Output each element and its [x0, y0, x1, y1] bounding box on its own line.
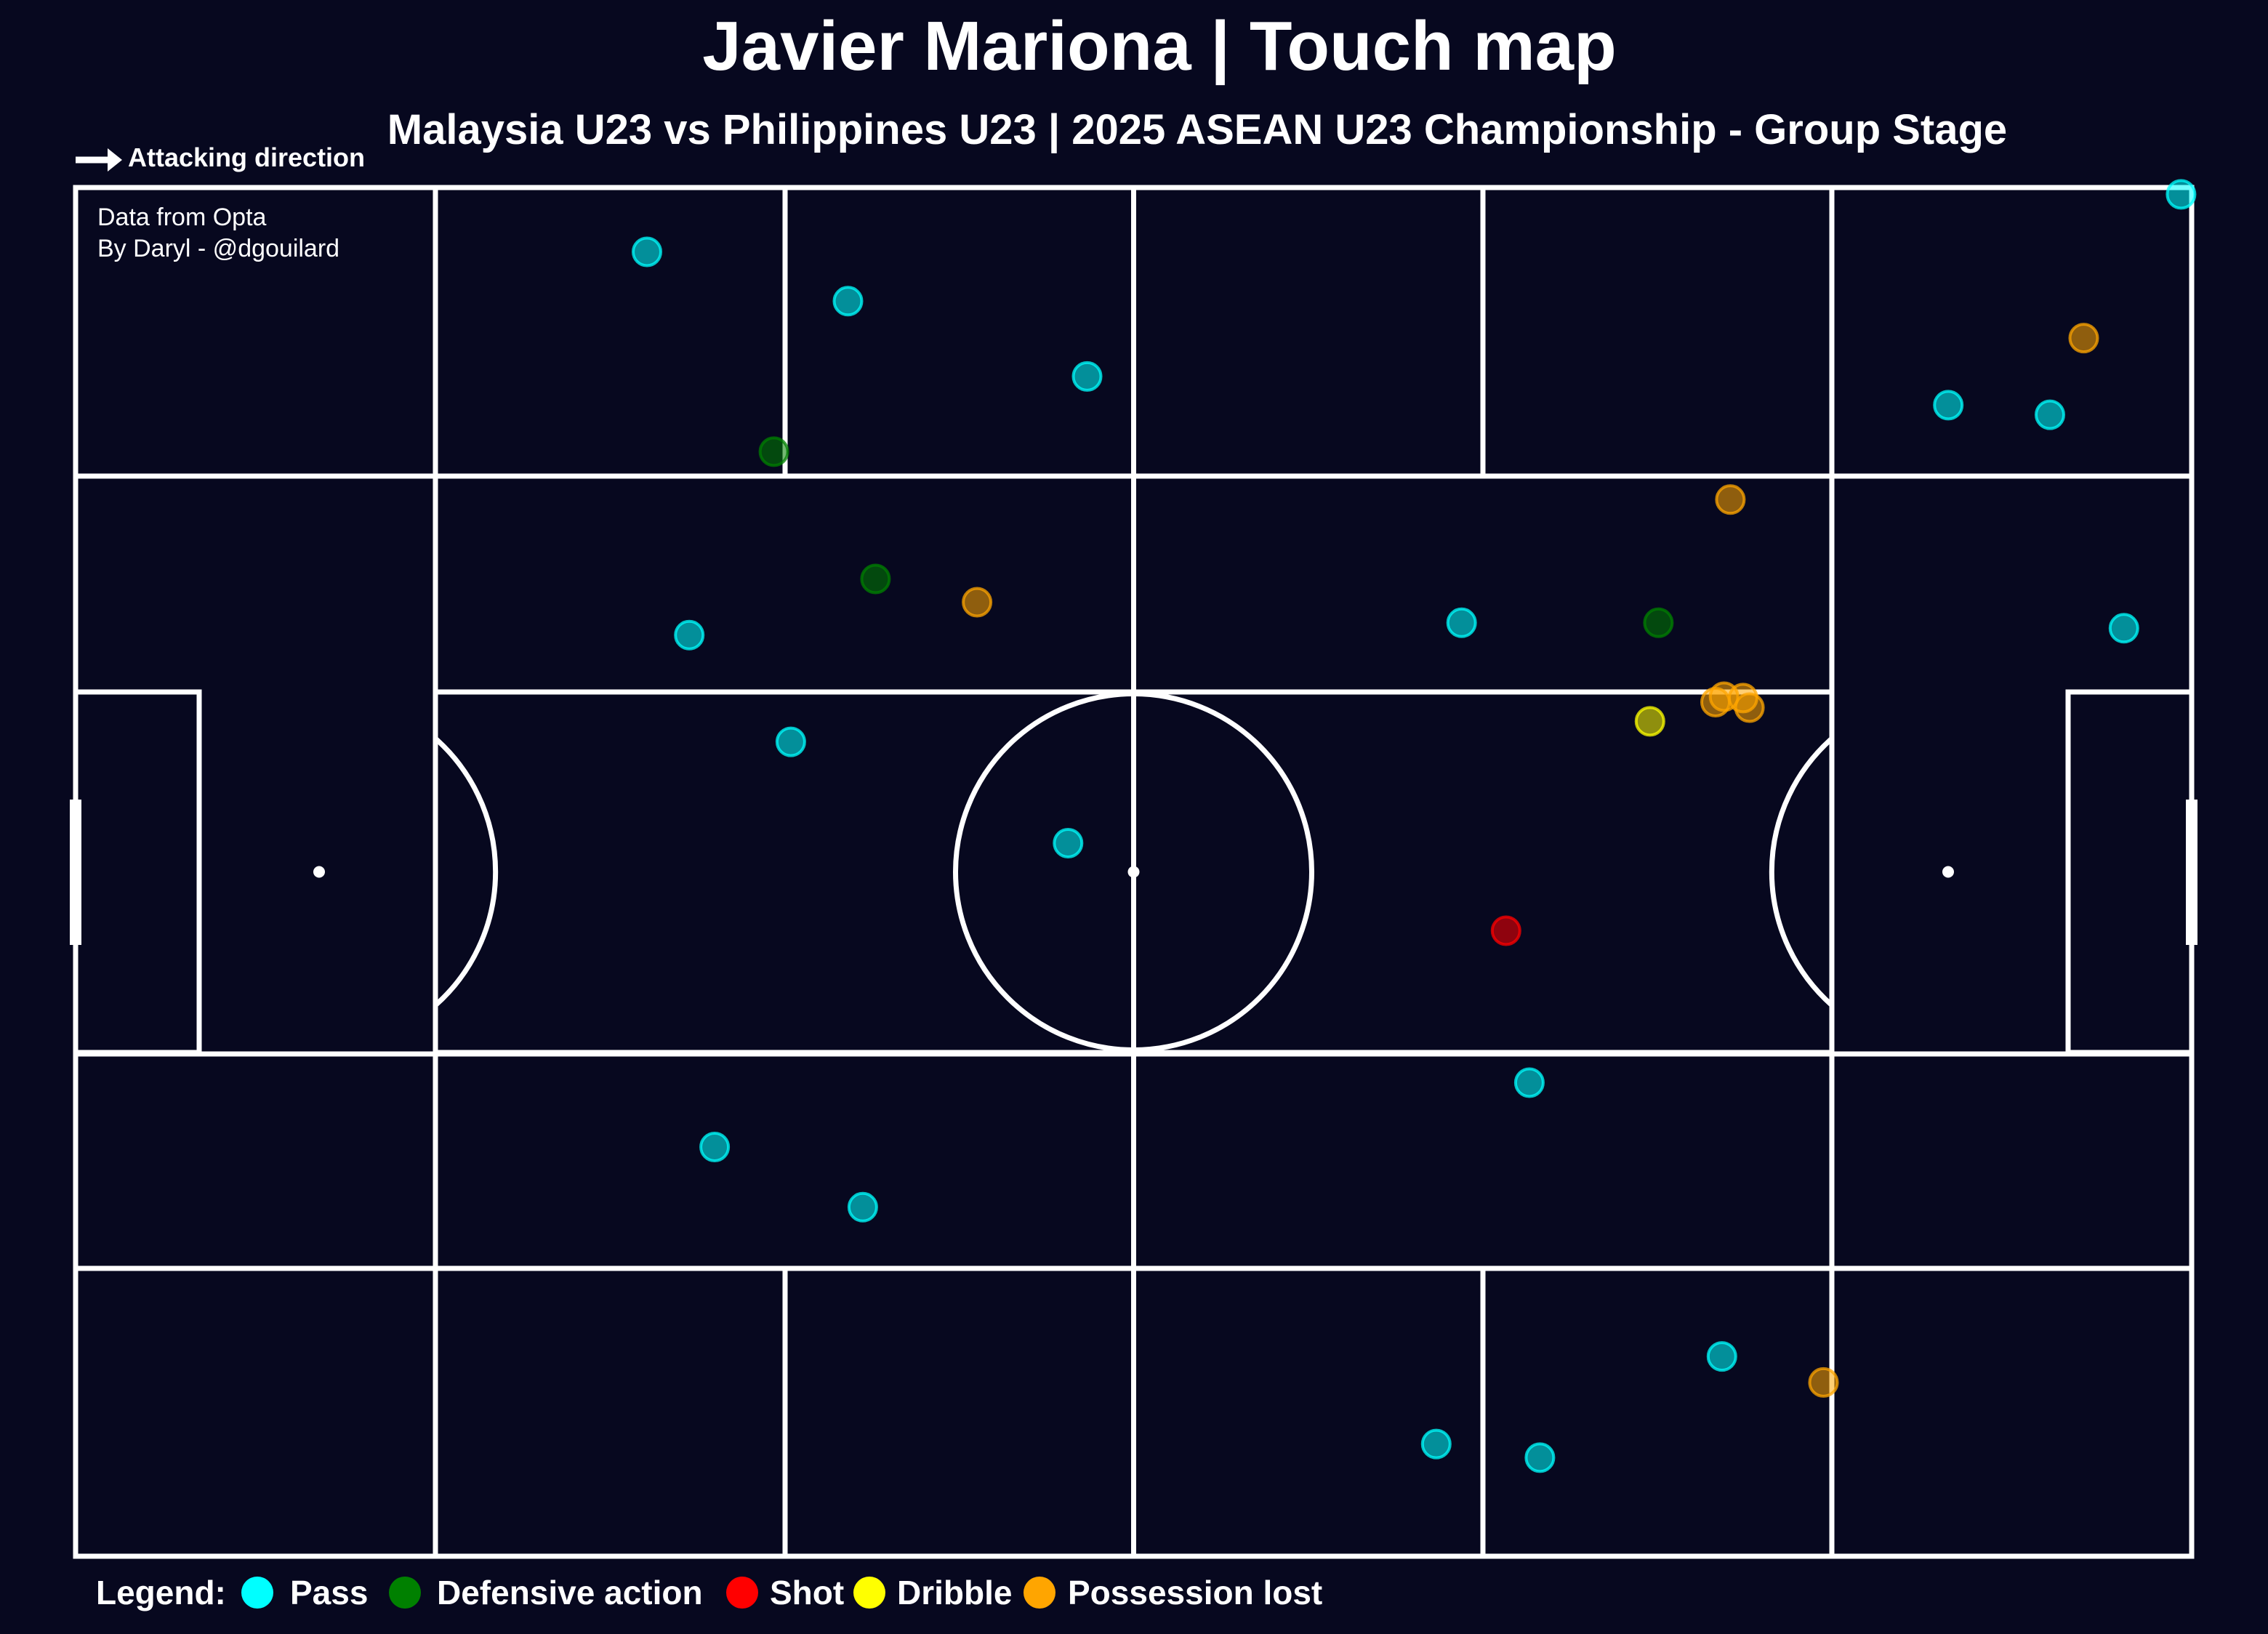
legend-label-dribble: Dribble: [897, 1574, 1012, 1611]
touch-point-pass: [2108, 613, 2139, 644]
touch-points: [632, 179, 2197, 1473]
touch-point-lost: [1734, 692, 1765, 723]
legend: Legend: Pass Defensive action Shot Dribb…: [96, 1574, 1322, 1611]
legend-marker-pass: [241, 1577, 273, 1609]
touch-point-pass: [1053, 828, 1084, 858]
legend-item-dribble: Dribble: [853, 1574, 1012, 1611]
legend-item-possession-lost: Possession lost: [1024, 1574, 1322, 1611]
attacking-direction-label: Attacking direction: [128, 142, 365, 172]
touch-point-pass: [1071, 361, 1103, 392]
legend-marker-defensive: [389, 1577, 421, 1609]
credits: Data from Opta By Daryl - @dgouilard: [97, 204, 339, 262]
touch-point-pass: [847, 1191, 878, 1223]
legend-label-shot: Shot: [770, 1574, 844, 1611]
legend-label-defensive: Defensive action: [437, 1574, 703, 1611]
chart-subtitle: Malaysia U23 vs Philippines U23 | 2025 A…: [387, 106, 2007, 153]
touch-point-pass: [1706, 1341, 1737, 1372]
touch-point-pass: [674, 619, 705, 651]
legend-item-shot: Shot: [726, 1574, 844, 1611]
touch-point-pass: [1446, 607, 1477, 638]
attacking-direction: Attacking direction: [76, 142, 365, 172]
touch-point-dribble: [1634, 706, 1665, 737]
touch-point-pass: [1524, 1442, 1556, 1473]
touch-point-defensive: [1643, 607, 1674, 638]
legend-marker-shot: [726, 1577, 758, 1609]
touch-point-pass: [1513, 1067, 1545, 1098]
touch-point-defensive: [860, 563, 891, 595]
touch-point-pass: [832, 286, 864, 317]
touch-point-pass: [2166, 179, 2197, 210]
touch-point-lost: [1715, 484, 1746, 515]
legend-label-pass: Pass: [290, 1574, 368, 1611]
touch-point-pass: [1420, 1428, 1452, 1460]
touch-point-pass: [775, 726, 806, 757]
touch-point-shot: [1490, 915, 1521, 946]
credits-author: By Daryl - @dgouilard: [97, 235, 339, 262]
chart-title: Javier Mariona | Touch map: [702, 7, 1616, 86]
touch-point-lost: [1808, 1367, 1839, 1398]
touch-point-pass: [699, 1132, 731, 1162]
football-pitch: [70, 185, 2197, 1559]
legend-label-possession-lost: Possession lost: [1068, 1574, 1322, 1611]
arrow-right-icon: [76, 148, 122, 172]
touch-point-pass: [632, 236, 662, 267]
legend-marker-possession-lost: [1024, 1577, 1055, 1609]
credits-source: Data from Opta: [97, 204, 267, 231]
legend-label: Legend:: [96, 1574, 226, 1611]
touch-point-pass: [1933, 390, 1964, 421]
touch-point-pass: [2035, 399, 2065, 430]
touch-point-lost: [2068, 323, 2099, 354]
touch-point-defensive: [758, 436, 789, 467]
touch-point-lost: [962, 587, 993, 618]
legend-item-pass: Pass: [241, 1574, 368, 1611]
legend-marker-dribble: [853, 1577, 885, 1609]
legend-item-defensive: Defensive action: [389, 1574, 703, 1611]
